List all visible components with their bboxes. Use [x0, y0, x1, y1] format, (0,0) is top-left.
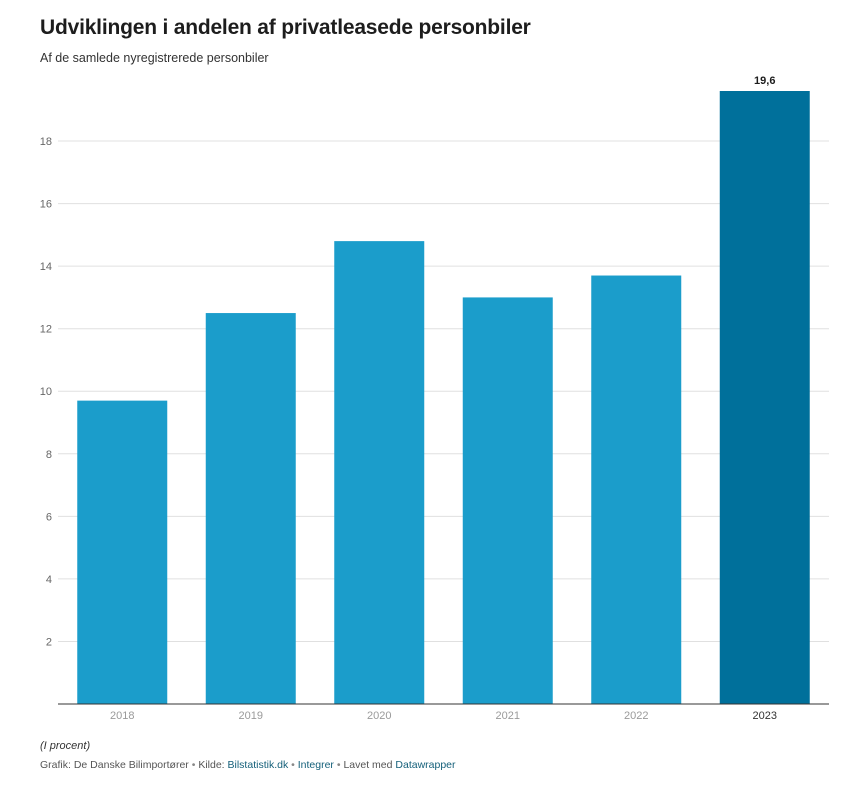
- separator: •: [191, 759, 196, 771]
- x-tick-label: 2020: [367, 710, 391, 722]
- x-tick-label: 2019: [239, 710, 263, 722]
- bar: [77, 400, 168, 704]
- y-tick-label: 16: [40, 199, 52, 211]
- y-tick-label: 6: [46, 511, 52, 523]
- data-label: 19,6: [754, 75, 775, 87]
- bar: [205, 313, 296, 704]
- y-tick-label: 8: [46, 449, 52, 461]
- bar: [719, 91, 810, 704]
- source-label: Kilde:: [198, 759, 225, 771]
- y-tick-label: 14: [40, 261, 52, 273]
- embed-link[interactable]: Integrer: [297, 759, 334, 771]
- x-tick-label: 2018: [110, 710, 134, 722]
- y-tick-label: 18: [40, 136, 52, 148]
- chart-notes: (I procent): [40, 740, 91, 752]
- x-tick-label: 2023: [753, 710, 777, 722]
- y-tick-label: 4: [46, 574, 52, 586]
- separator: •: [336, 759, 341, 771]
- y-tick-label: 2: [46, 636, 52, 648]
- credit-text: Grafik: De Danske Bilimportører: [40, 759, 189, 771]
- bar: [591, 275, 682, 704]
- x-tick-label: 2022: [624, 710, 648, 722]
- y-tick-label: 10: [40, 386, 52, 398]
- bar: [334, 241, 425, 705]
- made-with-text: Lavet med: [343, 759, 393, 771]
- chart-subtitle: Af de samlede nyregistrerede personbiler: [40, 51, 269, 65]
- chart-title: Udviklingen i andelen af privatleasede p…: [40, 16, 531, 39]
- bar: [462, 297, 553, 704]
- chart-footer: Grafik: De Danske Bilimportører • Kilde:…: [40, 759, 456, 771]
- source-link[interactable]: Bilstatistik.dk: [227, 759, 289, 771]
- datawrapper-link[interactable]: Datawrapper: [395, 759, 456, 771]
- y-tick-label: 12: [40, 324, 52, 336]
- x-tick-label: 2021: [496, 710, 520, 722]
- separator: •: [291, 759, 295, 771]
